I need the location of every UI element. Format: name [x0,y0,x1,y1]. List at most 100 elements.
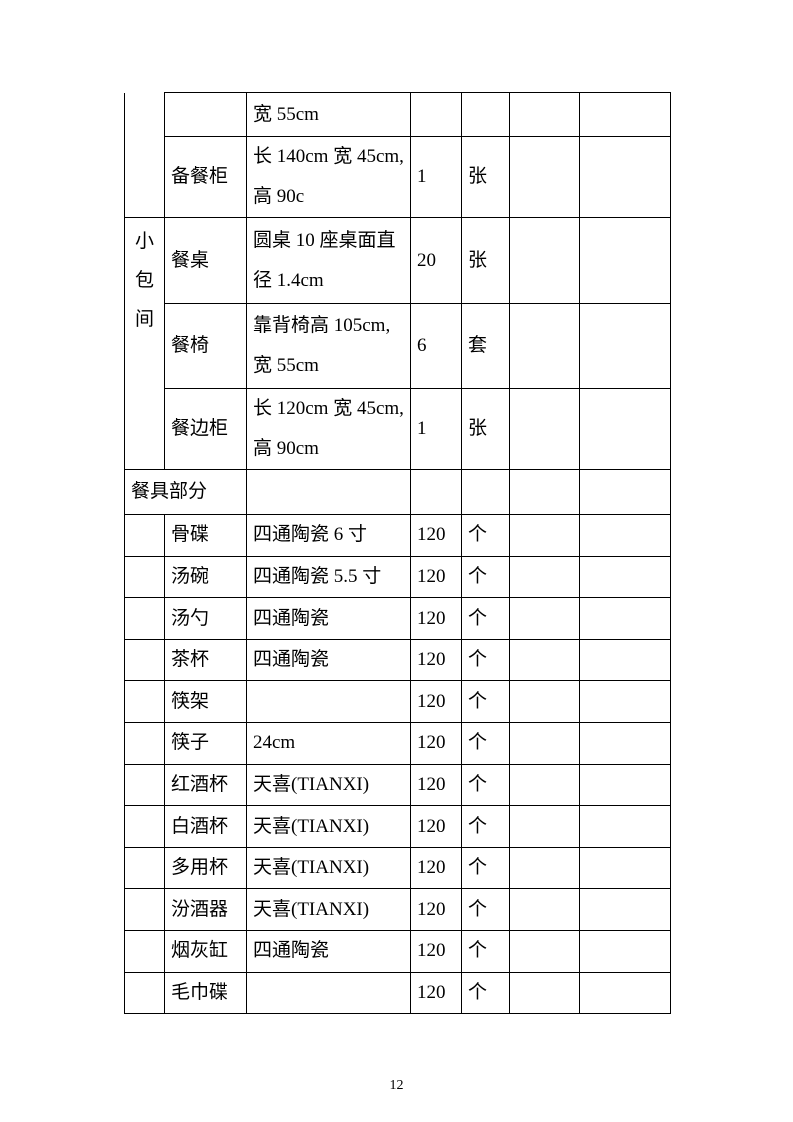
blank-cell [509,846,580,890]
spec-cell: 长 140cm 宽 45cm, 高 90c [246,136,411,218]
quantity-cell: 120 [410,514,462,557]
table-row: 毛巾碟 120 个 [124,971,671,1015]
category-cell [124,597,165,640]
unit-cell: 个 [461,514,510,557]
table-row: 茶杯 四通陶瓷 120 个 [124,638,671,682]
unit-cell: 个 [461,721,510,765]
spec-cell: 四通陶瓷 [246,929,411,973]
blank-cell [579,469,671,515]
quantity-cell: 120 [410,597,462,640]
blank-cell [579,217,671,304]
blank-cell [579,888,671,931]
quantity-cell: 120 [410,763,462,807]
unit-cell: 张 [461,388,510,470]
blank-cell [509,971,580,1015]
table-row: 汤勺 四通陶瓷 120 个 [124,597,671,640]
quantity-cell [410,469,462,515]
table-row: 餐椅 靠背椅高 105cm, 宽 55cm 6 套 [125,303,671,389]
spec-line: 长 120cm 宽 45cm, [253,398,404,419]
category-cell [124,721,165,765]
spec-cell: 天喜(TIANXI) [246,805,411,848]
category-cell: 小包间 [124,217,165,470]
spec-cell: 天喜(TIANXI) [246,846,411,890]
item-name-cell: 多用杯 [164,846,247,890]
quantity-cell: 120 [410,721,462,765]
quantity-cell: 20 [410,217,462,304]
page-number: 12 [389,1078,404,1093]
category-cell [124,638,165,682]
table-row: 烟灰缸 四通陶瓷 120 个 [124,929,671,973]
spec-cell: 天喜(TIANXI) [246,888,411,931]
category-cell [124,888,165,931]
unit-cell: 个 [461,846,510,890]
item-name-cell: 骨碟 [164,514,247,557]
blank-cell [509,805,580,848]
item-name-cell: 餐边柜 [164,388,247,470]
item-name-cell: 红酒杯 [164,763,247,807]
blank-cell [579,514,671,557]
unit-cell: 个 [461,805,510,848]
spec-line: 高 90c [253,186,305,207]
spec-cell [246,680,411,723]
table-row: 筷架 120 个 [124,680,671,723]
blank-cell [509,92,580,137]
item-name-cell: 汾酒器 [164,888,247,931]
quantity-cell: 1 [410,388,462,470]
blank-cell [579,805,671,848]
table-row: 白酒杯 天喜(TIANXI) 120 个 [124,805,671,848]
blank-cell [509,929,580,973]
blank-cell [509,469,580,515]
spec-line: 长 140cm 宽 45cm, [253,146,404,167]
table-row: 餐边柜 长 120cm 宽 45cm, 高 90cm 1 张 [125,388,671,470]
blank-cell [509,597,580,640]
quantity-cell: 120 [410,680,462,723]
table-row: 红酒杯 天喜(TIANXI) 120 个 [124,763,671,807]
unit-cell: 个 [461,763,510,807]
category-cell [124,92,165,218]
blank-cell [509,680,580,723]
quantity-cell [410,92,462,137]
category-cell [124,555,165,599]
item-name-cell: 备餐柜 [164,136,247,218]
blank-cell [579,721,671,765]
blank-cell [579,971,671,1015]
table-row-continuation: 宽 55cm [124,92,671,218]
item-name-cell [164,92,247,137]
item-name-cell: 餐椅 [164,303,247,389]
item-name-cell: 毛巾碟 [164,971,247,1015]
item-name-cell: 烟灰缸 [164,929,247,973]
blank-cell [579,555,671,599]
blank-cell [579,136,671,218]
spec-cell: 天喜(TIANXI) [246,763,411,807]
quantity-cell: 120 [410,555,462,599]
blank-cell [509,888,580,931]
blank-cell [579,929,671,973]
category-cell [124,763,165,807]
spec-line: 圆桌 10 座桌面直 [253,229,396,251]
unit-cell: 个 [461,638,510,682]
item-name-cell: 汤勺 [164,597,247,640]
blank-cell [579,638,671,682]
quantity-cell: 120 [410,805,462,848]
item-name-cell: 餐桌 [164,217,247,304]
unit-cell: 张 [461,136,510,218]
item-name-cell: 筷子 [164,721,247,765]
category-cell [124,846,165,890]
spec-cell: 24cm [246,721,411,765]
section-header-row: 餐具部分 [124,469,671,515]
blank-cell [509,555,580,599]
unit-cell: 个 [461,888,510,931]
blank-cell [579,388,671,470]
table-row: 小包间 餐桌 圆桌 10 座桌面直 径 1.4cm 20 张 [124,217,671,470]
table-row: 多用杯 天喜(TIANXI) 120 个 [124,846,671,890]
spec-cell: 四通陶瓷 6 寸 [246,514,411,557]
quantity-cell: 120 [410,971,462,1015]
spec-cell [246,971,411,1015]
spec-cell: 长 120cm 宽 45cm, 高 90cm [246,388,411,470]
blank-cell [509,721,580,765]
blank-cell [509,136,580,218]
spec-cell: 四通陶瓷 5.5 寸 [246,555,411,599]
unit-cell [461,469,510,515]
equipment-table: 宽 55cm 备餐柜 长 140cm 宽 45cm, 高 90c 1 张 [124,92,671,1015]
